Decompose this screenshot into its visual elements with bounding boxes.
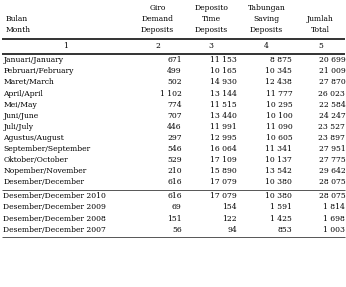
Text: Desember/December 2010: Desember/December 2010 bbox=[3, 192, 106, 200]
Text: Desember/December 2008: Desember/December 2008 bbox=[3, 214, 106, 222]
Text: Tabungan: Tabungan bbox=[247, 4, 285, 12]
Text: 13 440: 13 440 bbox=[210, 112, 237, 120]
Text: Desember/December: Desember/December bbox=[3, 178, 84, 186]
Text: 17 079: 17 079 bbox=[210, 192, 237, 200]
Text: April/April: April/April bbox=[3, 90, 43, 98]
Text: 5: 5 bbox=[318, 42, 323, 50]
Text: 3: 3 bbox=[209, 42, 213, 50]
Text: Saving: Saving bbox=[253, 15, 280, 23]
Text: 27 775: 27 775 bbox=[319, 156, 345, 164]
Text: 1 591: 1 591 bbox=[271, 203, 292, 212]
Text: 1 814: 1 814 bbox=[324, 203, 345, 212]
Text: 853: 853 bbox=[277, 226, 292, 234]
Text: 616: 616 bbox=[167, 178, 182, 186]
Text: 11 090: 11 090 bbox=[266, 123, 292, 131]
Text: 27 870: 27 870 bbox=[319, 78, 345, 86]
Text: 10 345: 10 345 bbox=[265, 67, 292, 75]
Text: Maret/March: Maret/March bbox=[3, 78, 54, 86]
Text: 23 527: 23 527 bbox=[318, 123, 345, 131]
Text: 13 144: 13 144 bbox=[210, 90, 237, 98]
Text: 23 897: 23 897 bbox=[318, 134, 345, 142]
Text: 28 075: 28 075 bbox=[319, 178, 345, 186]
Text: 13 542: 13 542 bbox=[265, 167, 292, 175]
Text: Desember/December 2009: Desember/December 2009 bbox=[3, 203, 106, 212]
Text: 16 064: 16 064 bbox=[210, 145, 237, 153]
Text: 1 102: 1 102 bbox=[160, 90, 182, 98]
Text: 28 075: 28 075 bbox=[319, 192, 345, 200]
Text: 29 642: 29 642 bbox=[319, 167, 345, 175]
Text: 2: 2 bbox=[155, 42, 160, 50]
Text: 671: 671 bbox=[167, 56, 182, 64]
Text: 15 890: 15 890 bbox=[210, 167, 237, 175]
Text: 69: 69 bbox=[172, 203, 182, 212]
Text: 11 515: 11 515 bbox=[210, 100, 237, 108]
Text: Mei/May: Mei/May bbox=[3, 100, 37, 108]
Text: Juli/July: Juli/July bbox=[3, 123, 34, 131]
Text: Demand: Demand bbox=[142, 15, 173, 23]
Text: Deposito: Deposito bbox=[194, 4, 228, 12]
Text: September/September: September/September bbox=[3, 145, 91, 153]
Text: 1 425: 1 425 bbox=[271, 214, 292, 222]
Text: 17 109: 17 109 bbox=[210, 156, 237, 164]
Text: Giro: Giro bbox=[149, 4, 166, 12]
Text: Deposits: Deposits bbox=[194, 26, 228, 34]
Text: 21 009: 21 009 bbox=[319, 67, 345, 75]
Text: 24 247: 24 247 bbox=[319, 112, 345, 120]
Text: Time: Time bbox=[201, 15, 221, 23]
Text: 546: 546 bbox=[167, 145, 182, 153]
Text: 10 100: 10 100 bbox=[266, 112, 292, 120]
Text: 446: 446 bbox=[167, 123, 182, 131]
Text: 10 137: 10 137 bbox=[265, 156, 292, 164]
Text: Month: Month bbox=[5, 26, 30, 34]
Text: 11 341: 11 341 bbox=[265, 145, 292, 153]
Text: 529: 529 bbox=[167, 156, 182, 164]
Text: 1 003: 1 003 bbox=[323, 226, 345, 234]
Text: Juni/June: Juni/June bbox=[3, 112, 39, 120]
Text: 10 380: 10 380 bbox=[265, 192, 292, 200]
Text: 774: 774 bbox=[167, 100, 182, 108]
Text: 26 023: 26 023 bbox=[318, 90, 345, 98]
Text: 707: 707 bbox=[167, 112, 182, 120]
Text: 11 991: 11 991 bbox=[210, 123, 237, 131]
Text: 17 079: 17 079 bbox=[210, 178, 237, 186]
Text: Januari/January: Januari/January bbox=[3, 56, 63, 64]
Text: 122: 122 bbox=[222, 214, 237, 222]
Text: 22 584: 22 584 bbox=[319, 100, 345, 108]
Text: 1: 1 bbox=[63, 42, 68, 50]
Text: 151: 151 bbox=[167, 214, 182, 222]
Text: 8 875: 8 875 bbox=[271, 56, 292, 64]
Text: 12 438: 12 438 bbox=[265, 78, 292, 86]
Text: Oktober/October: Oktober/October bbox=[3, 156, 68, 164]
Text: Deposits: Deposits bbox=[141, 26, 174, 34]
Text: Bulan: Bulan bbox=[5, 15, 27, 23]
Text: Total: Total bbox=[311, 26, 330, 34]
Text: 10 605: 10 605 bbox=[266, 134, 292, 142]
Text: 499: 499 bbox=[167, 67, 182, 75]
Text: 94: 94 bbox=[227, 226, 237, 234]
Text: Jumlah: Jumlah bbox=[307, 15, 334, 23]
Text: Desember/December 2007: Desember/December 2007 bbox=[3, 226, 106, 234]
Text: 27 951: 27 951 bbox=[319, 145, 345, 153]
Text: 297: 297 bbox=[167, 134, 182, 142]
Text: Pebruari/February: Pebruari/February bbox=[3, 67, 74, 75]
Text: 10 380: 10 380 bbox=[265, 178, 292, 186]
Text: 1 698: 1 698 bbox=[324, 214, 345, 222]
Text: 20 699: 20 699 bbox=[319, 56, 345, 64]
Text: Nopember/November: Nopember/November bbox=[3, 167, 87, 175]
Text: Agustus/August: Agustus/August bbox=[3, 134, 64, 142]
Text: 11 153: 11 153 bbox=[210, 56, 237, 64]
Text: 210: 210 bbox=[167, 167, 182, 175]
Text: 154: 154 bbox=[222, 203, 237, 212]
Text: 56: 56 bbox=[172, 226, 182, 234]
Text: Deposits: Deposits bbox=[250, 26, 283, 34]
Text: 616: 616 bbox=[167, 192, 182, 200]
Text: 502: 502 bbox=[167, 78, 182, 86]
Text: 4: 4 bbox=[264, 42, 269, 50]
Text: 10 295: 10 295 bbox=[266, 100, 292, 108]
Text: 14 930: 14 930 bbox=[210, 78, 237, 86]
Text: 10 165: 10 165 bbox=[210, 67, 237, 75]
Text: 12 995: 12 995 bbox=[210, 134, 237, 142]
Text: 11 777: 11 777 bbox=[266, 90, 292, 98]
